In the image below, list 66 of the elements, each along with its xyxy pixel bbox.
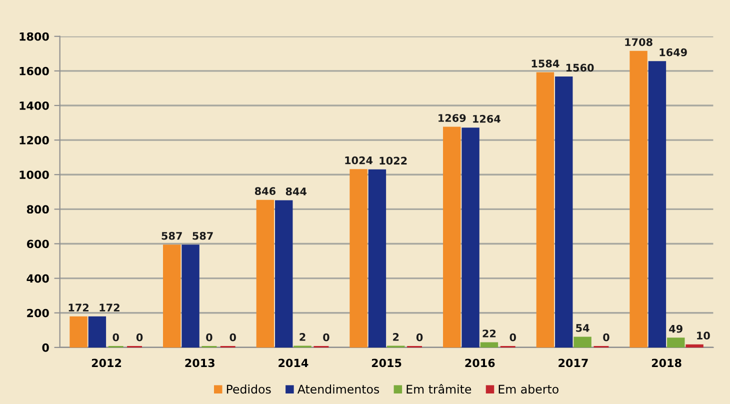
bar [182,244,200,348]
data-label: 1269 [438,114,466,122]
data-label: 2 [393,333,399,341]
data-label: 1264 [473,114,500,123]
data-label: 0 [112,333,119,342]
data-label: 1708 [625,38,652,46]
data-label: 1560 [566,64,594,72]
data-label: 1022 [380,156,407,165]
data-label: 0 [323,333,330,342]
data-label: 587 [162,232,182,240]
x-tick-label: 2014 [278,358,308,368]
data-label: 10 [697,332,710,340]
data-label: 844 [286,188,307,196]
y-tick-label: 1600 [20,66,49,76]
data-label: 0 [510,333,516,342]
y-tick-label: 1000 [20,170,49,179]
bar [667,338,685,348]
y-tick-label: 800 [26,205,49,214]
y-tick-label: 200 [27,308,49,318]
data-label: 0 [206,333,212,342]
y-tick-label: 1200 [20,136,49,144]
data-label: 0 [416,333,423,342]
data-label: 1649 [660,48,687,56]
bar [368,169,386,348]
data-label: 0 [230,333,236,342]
x-tick-label: 2016 [465,358,495,368]
data-label: 172 [68,304,88,312]
y-tick-label: 1400 [20,101,49,110]
x-tick-label: 2015 [372,358,402,368]
bar [555,76,573,348]
data-label: 172 [100,304,120,312]
data-label: 22 [482,330,496,338]
data-label: 49 [669,324,682,333]
legend-label: Em aberto [498,384,558,394]
data-label: 1584 [532,60,560,68]
x-tick-label: 2012 [92,358,122,368]
bar [480,342,498,348]
bar [275,200,293,348]
bar [574,336,592,348]
x-tick-label: 2013 [185,358,214,368]
data-label: 2 [300,333,306,341]
bar [256,200,274,348]
bar [630,50,648,348]
x-tick-label: 2018 [652,358,682,368]
legend-label: Em trâmite [406,384,472,394]
bar [443,126,461,348]
bar [88,316,106,348]
data-label: 0 [136,333,143,342]
y-tick-label: 0 [42,343,49,352]
data-label: 54 [576,324,590,332]
y-tick-label: 1800 [20,32,49,41]
bar [163,244,181,348]
data-label: 0 [603,333,610,342]
data-label: 587 [192,232,213,240]
data-label: 1024 [345,156,373,164]
legend-label: Pedidos [226,384,271,394]
x-tick-label: 2017 [558,358,588,368]
data-label: 846 [254,187,276,196]
bar [648,61,666,348]
bar [462,128,480,348]
bar [70,316,88,348]
y-tick-label: 600 [26,240,49,248]
y-tick-label: 400 [26,274,49,283]
bar [536,72,554,348]
legend-label: Atendimentos [297,384,380,394]
bar [350,169,368,348]
